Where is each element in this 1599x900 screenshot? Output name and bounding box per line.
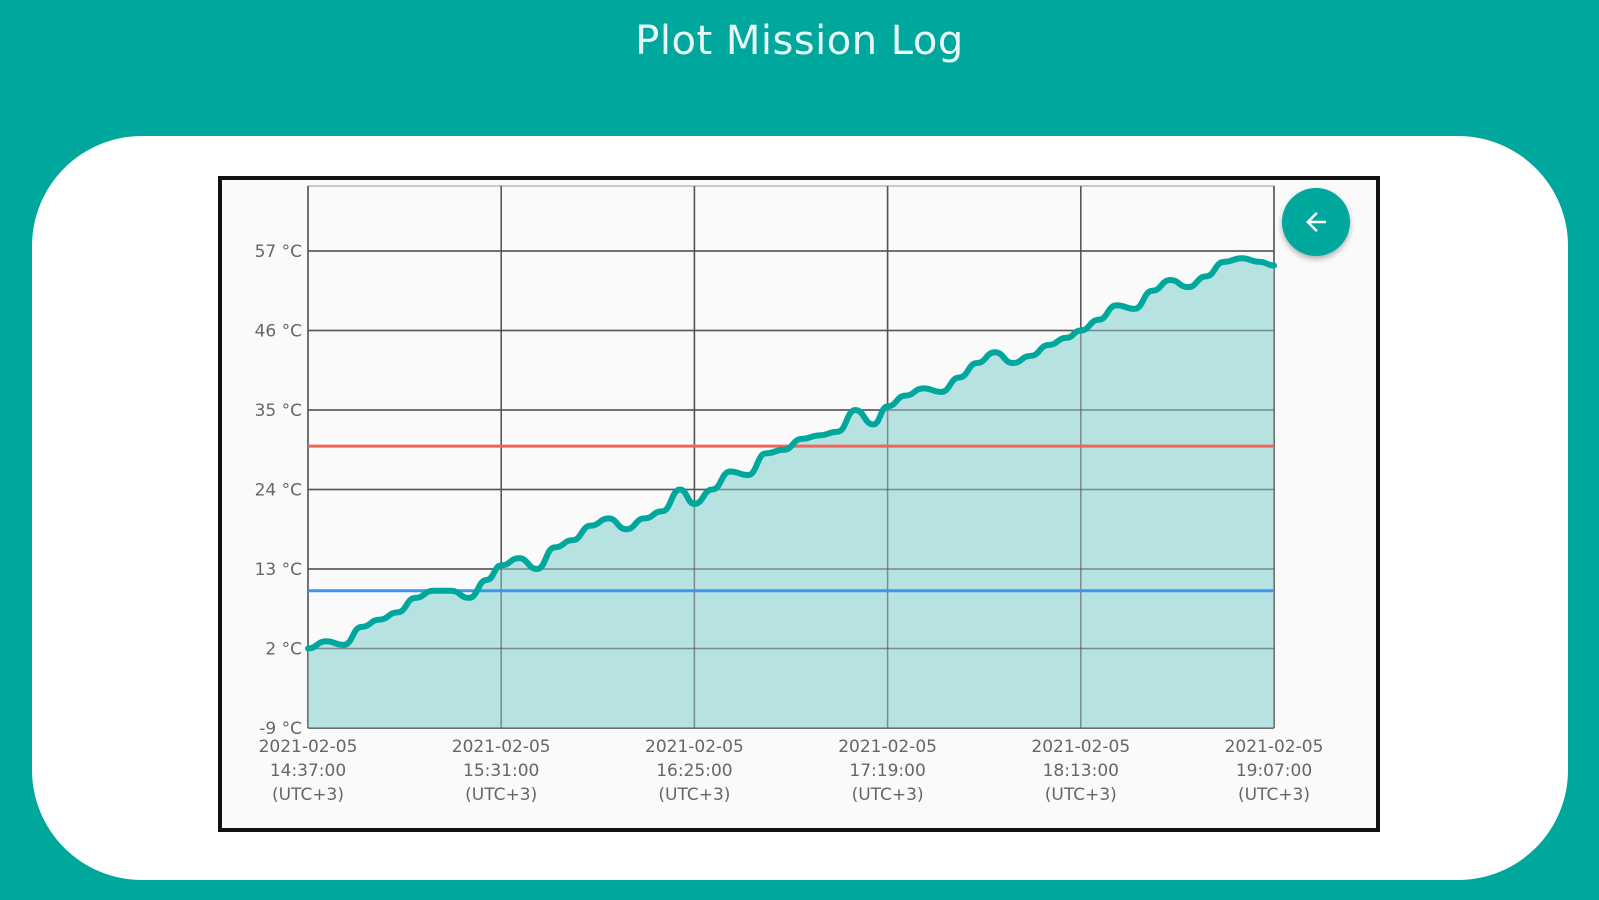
x-tick-label: (UTC+3): [272, 785, 344, 805]
x-tick-label: 2021-02-05: [452, 737, 551, 757]
back-button[interactable]: [1282, 188, 1350, 256]
x-tick-label: (UTC+3): [852, 785, 924, 805]
page-title: Plot Mission Log: [635, 18, 964, 64]
y-tick-label: -9 °C: [259, 719, 302, 739]
x-tick-label: 2021-02-05: [1031, 737, 1130, 757]
x-tick-label: (UTC+3): [658, 785, 730, 805]
x-tick-label: (UTC+3): [465, 785, 537, 805]
y-tick-label: 57 °C: [255, 242, 302, 262]
arrow-left-icon: [1306, 212, 1326, 232]
x-tick-label: 2021-02-05: [1225, 737, 1324, 757]
x-tick-label: 15:31:00: [463, 761, 539, 781]
x-tick-label: (UTC+3): [1238, 785, 1310, 805]
x-tick-label: 19:07:00: [1236, 761, 1312, 781]
x-tick-label: 2021-02-05: [259, 737, 358, 757]
y-tick-label: 2 °C: [265, 640, 302, 660]
series-line: [305, 255, 1277, 652]
chart-container: -9 °C 2 °C 13 °C 24 °C 35 °C 46 °C 57 °C 2021-0…: [218, 176, 1380, 832]
y-tick-label: 35 °C: [255, 401, 302, 421]
y-tick-label: 46 °C: [255, 322, 302, 342]
x-tick-label: 2021-02-05: [645, 737, 744, 757]
x-tick-label: (UTC+3): [1045, 785, 1117, 805]
y-tick-label: 24 °C: [255, 481, 302, 501]
series-area: [308, 258, 1274, 728]
x-tick-label: 16:25:00: [656, 761, 732, 781]
x-tick-label: 18:13:00: [1043, 761, 1119, 781]
y-tick-label: 13 °C: [255, 560, 302, 580]
x-tick-label: 14:37:00: [270, 761, 346, 781]
temperature-chart: -9 °C 2 °C 13 °C 24 °C 35 °C 46 °C 57 °C 2021-0…: [255, 185, 1324, 805]
x-tick-label: 2021-02-05: [838, 737, 937, 757]
x-tick-label: 17:19:00: [849, 761, 925, 781]
